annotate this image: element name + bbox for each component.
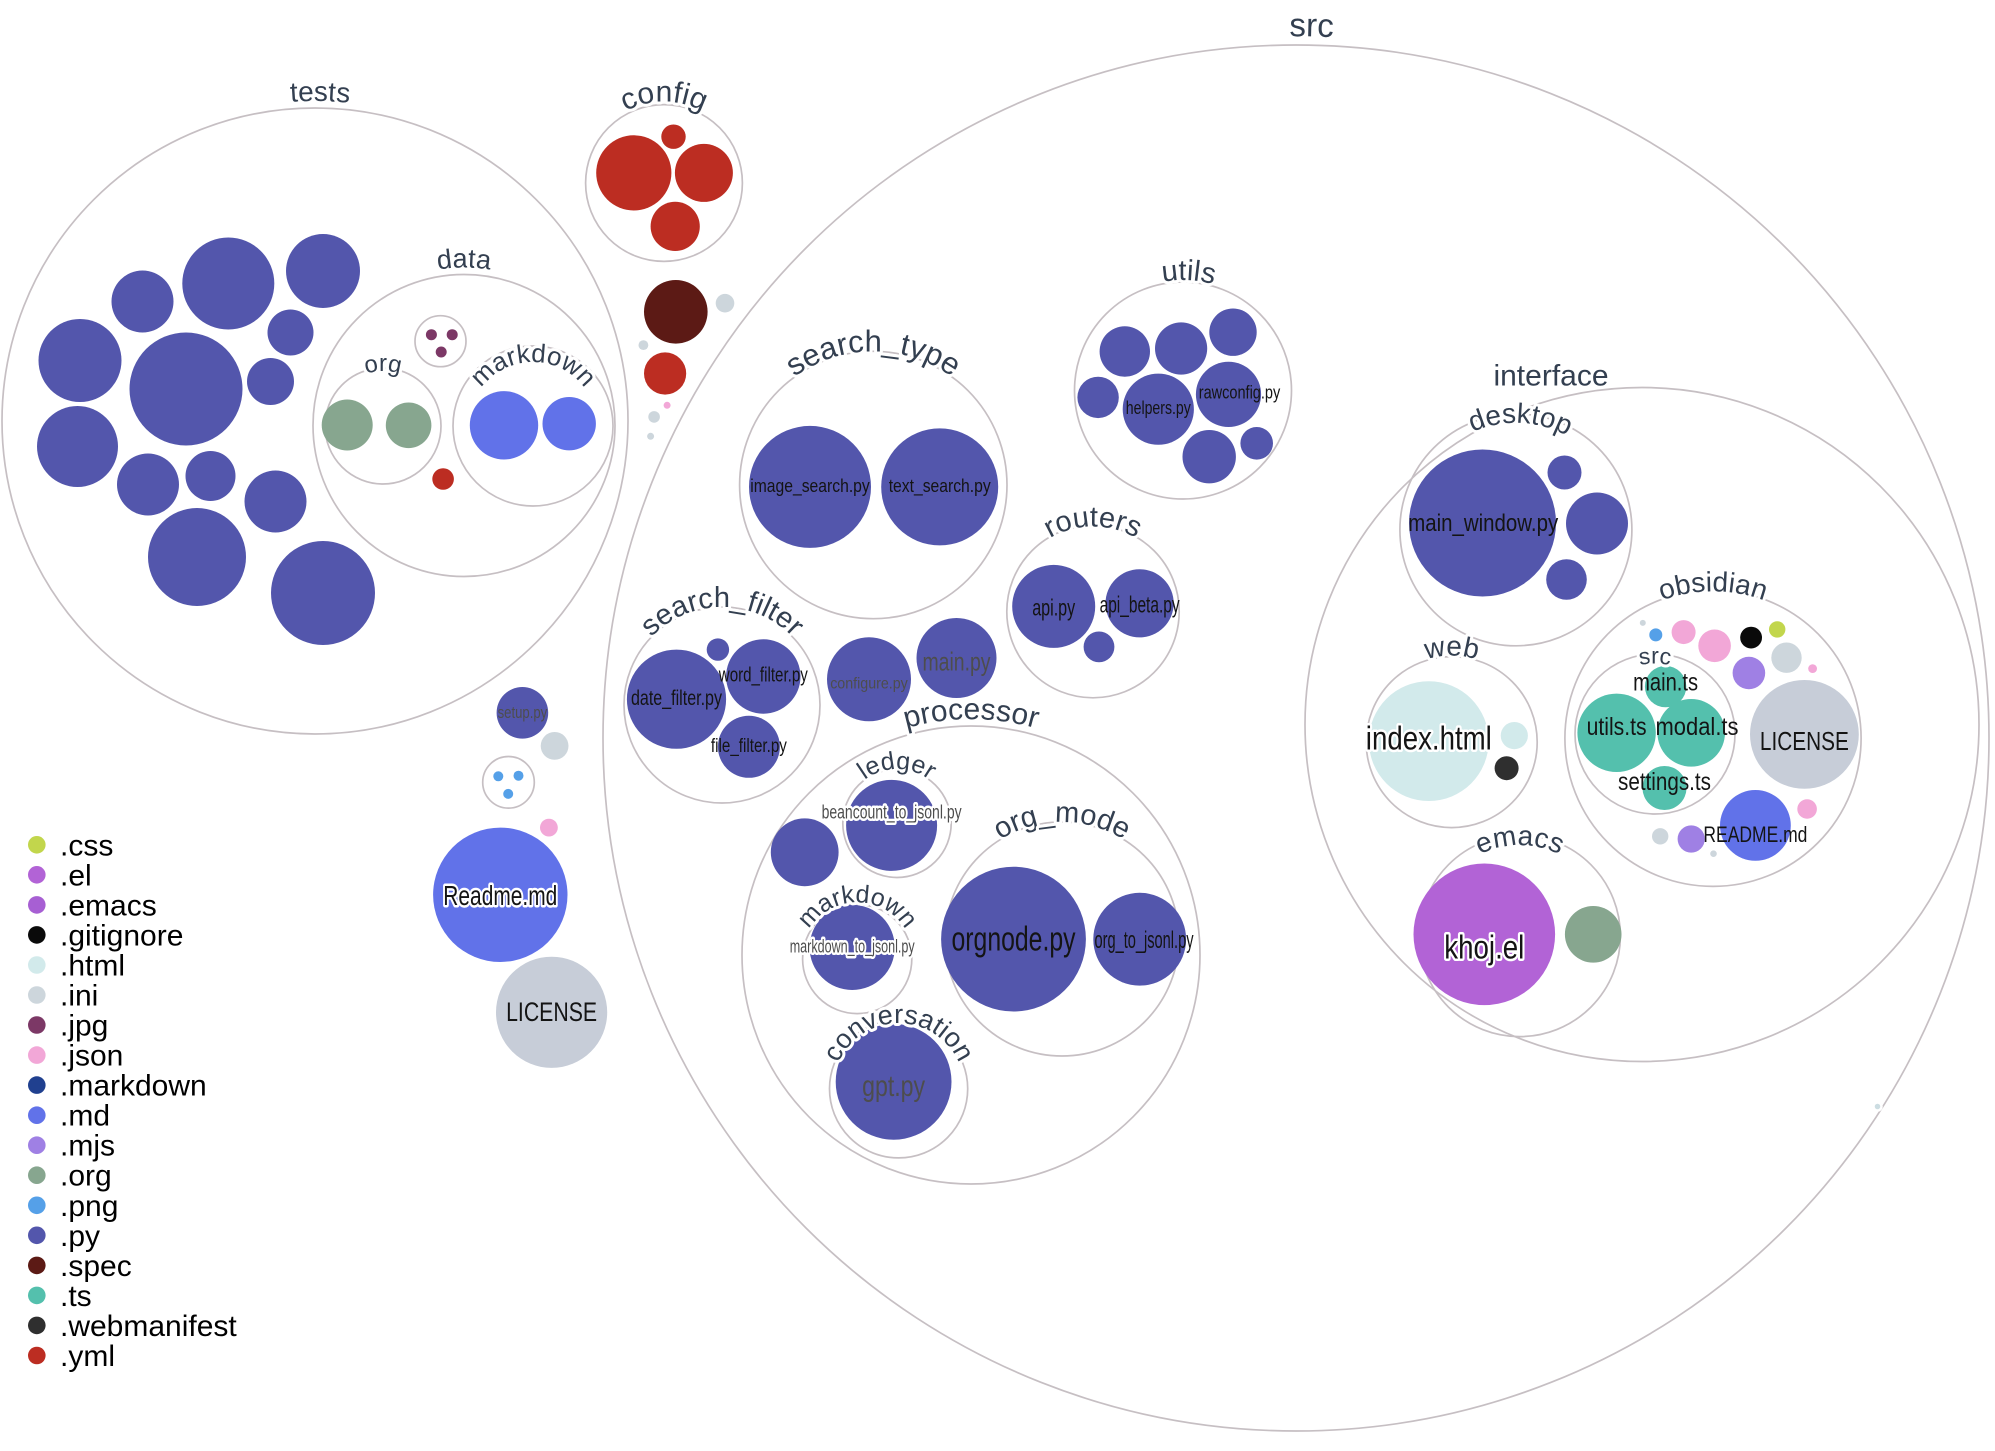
svg-text:date_filter.py: date_filter.py	[631, 687, 722, 710]
svg-text:.emacs: .emacs	[60, 889, 157, 922]
svg-text:LICENSE: LICENSE	[506, 997, 597, 1027]
svg-text:.spec: .spec	[60, 1250, 132, 1283]
svg-text:utils: utils	[1160, 255, 1219, 291]
svg-text:setup.py: setup.py	[498, 703, 548, 722]
svg-text:.jpg: .jpg	[60, 1010, 108, 1043]
svg-text:src: src	[1637, 643, 1673, 670]
svg-text:.mjs: .mjs	[60, 1130, 115, 1163]
svg-text:.webmanifest: .webmanifest	[60, 1310, 237, 1343]
svg-text:modal.ts: modal.ts	[1656, 713, 1739, 741]
svg-text:khoj.el: khoj.el	[1444, 929, 1524, 966]
svg-text:.el: .el	[60, 859, 92, 892]
svg-text:.png: .png	[60, 1190, 118, 1223]
svg-text:web: web	[1421, 630, 1482, 664]
svg-text:.md: .md	[60, 1100, 110, 1133]
svg-text:main_window.py: main_window.py	[1408, 510, 1558, 537]
svg-text:Readme.md: Readme.md	[443, 880, 557, 911]
svg-text:orgnode.py: orgnode.py	[952, 920, 1076, 958]
svg-text:main.ts: main.ts	[1633, 669, 1698, 697]
svg-text:index.html: index.html	[1366, 720, 1492, 757]
svg-text:utils.ts: utils.ts	[1587, 713, 1647, 741]
svg-text:helpers.py: helpers.py	[1126, 398, 1191, 418]
svg-text:data: data	[435, 243, 494, 275]
svg-text:tests: tests	[289, 76, 352, 109]
svg-text:.org: .org	[60, 1160, 112, 1193]
svg-text:configure.py: configure.py	[830, 676, 908, 693]
svg-text:rawconfig.py: rawconfig.py	[1199, 382, 1281, 402]
svg-text:settings.ts: settings.ts	[1618, 768, 1711, 796]
svg-text:.html: .html	[60, 950, 125, 983]
svg-text:.py: .py	[60, 1220, 100, 1253]
svg-text:file_filter.py: file_filter.py	[711, 736, 787, 757]
svg-text:.markdown: .markdown	[60, 1070, 207, 1103]
svg-text:README.md: README.md	[1703, 822, 1807, 847]
svg-text:api.py: api.py	[1032, 595, 1075, 621]
svg-text:.json: .json	[60, 1040, 123, 1073]
svg-text:.ts: .ts	[60, 1280, 92, 1313]
svg-text:LICENSE: LICENSE	[1760, 726, 1849, 756]
svg-text:api_beta.py: api_beta.py	[1100, 591, 1180, 617]
svg-text:gpt.py: gpt.py	[862, 1070, 925, 1103]
svg-text:org: org	[362, 350, 404, 379]
svg-text:src: src	[1289, 6, 1334, 44]
svg-text:main.py: main.py	[923, 647, 991, 677]
svg-text:.css: .css	[60, 829, 113, 862]
svg-text:image_search.py: image_search.py	[750, 476, 870, 497]
svg-text:word_filter.py: word_filter.py	[718, 665, 808, 687]
svg-text:.yml: .yml	[60, 1340, 115, 1373]
svg-text:beancount_to_jsonl.py: beancount_to_jsonl.py	[822, 802, 962, 823]
svg-text:text_search.py: text_search.py	[889, 476, 991, 497]
svg-text:.ini: .ini	[60, 980, 98, 1013]
svg-text:markdown_to_jsonl.py: markdown_to_jsonl.py	[790, 936, 915, 957]
svg-text:interface: interface	[1493, 360, 1608, 393]
svg-text:.gitignore: .gitignore	[60, 919, 183, 952]
svg-text:org_to_jsonl.py: org_to_jsonl.py	[1095, 927, 1194, 954]
